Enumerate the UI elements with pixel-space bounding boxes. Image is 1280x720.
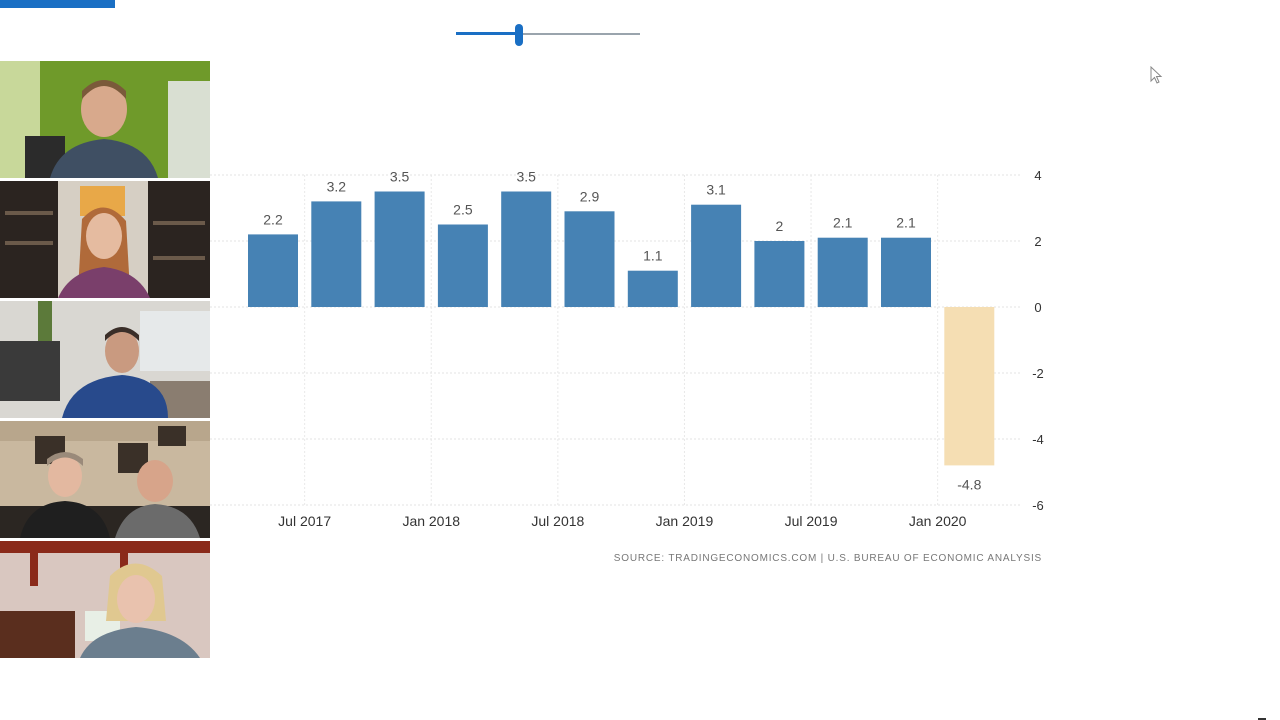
y-tick-label: -6	[1032, 498, 1044, 513]
chart-svg: 4 2 0 -2 -4 -6 Jul 2017 Jan 2018 Jul 2018 Jan 201…	[210, 168, 1044, 564]
data-label: 2	[776, 218, 784, 234]
data-label: 2.9	[580, 188, 600, 204]
y-tick-label: -4	[1032, 432, 1044, 447]
top-accent-bar	[0, 0, 115, 8]
bar	[501, 191, 552, 307]
x-tick-label: Jul 2019	[785, 513, 838, 529]
bar	[437, 224, 488, 307]
data-label: 2.2	[263, 211, 283, 227]
participant-video-3[interactable]	[0, 301, 210, 418]
y-tick-label: 4	[1034, 168, 1041, 183]
data-label: 3.5	[390, 169, 410, 185]
data-label: 2.5	[453, 202, 473, 218]
bar	[691, 204, 742, 307]
gdp-growth-chart: 4 2 0 -2 -4 -6 Jul 2017 Jan 2018 Jul 2018 Jan 201…	[210, 160, 1070, 580]
x-tick-label: Jul 2017	[278, 513, 331, 529]
participant-video-4[interactable]	[0, 421, 210, 538]
data-label: -4.8	[957, 476, 981, 492]
data-label: 2.1	[896, 215, 916, 231]
corner-mark	[1258, 718, 1266, 720]
x-tick-label: Jan 2018	[402, 513, 460, 529]
chart-source: SOURCE: TRADINGECONOMICS.COM | U.S. BURE…	[614, 553, 1042, 564]
participant-video-1[interactable]	[0, 61, 210, 178]
data-label: 1.1	[643, 248, 663, 264]
data-label: 3.5	[516, 169, 536, 185]
zoom-slider[interactable]	[456, 24, 640, 46]
x-tick-label: Jan 2019	[656, 513, 714, 529]
x-tick-label: Jul 2018	[531, 513, 584, 529]
slider-track[interactable]	[456, 33, 640, 35]
slider-fill	[456, 32, 519, 35]
bar	[627, 270, 678, 307]
bar	[881, 237, 931, 307]
data-label: 2.1	[833, 215, 853, 231]
bar	[817, 237, 868, 307]
participant-video-2[interactable]	[0, 181, 210, 298]
bar	[311, 201, 362, 307]
slider-thumb[interactable]	[514, 24, 523, 46]
bar	[564, 211, 615, 307]
bar	[248, 234, 298, 307]
x-tick-label: Jan 2020	[909, 513, 967, 529]
y-tick-label: 0	[1034, 300, 1041, 315]
bar	[754, 241, 805, 307]
y-tick-label: 2	[1034, 234, 1041, 249]
participant-video-strip	[0, 61, 210, 661]
y-tick-label: -2	[1032, 366, 1044, 381]
mouse-cursor-icon	[1150, 66, 1163, 84]
participant-video-5[interactable]	[0, 541, 210, 658]
bar	[374, 191, 425, 307]
data-label: 3.2	[327, 178, 347, 194]
bar	[944, 307, 995, 466]
data-label: 3.1	[706, 182, 726, 198]
